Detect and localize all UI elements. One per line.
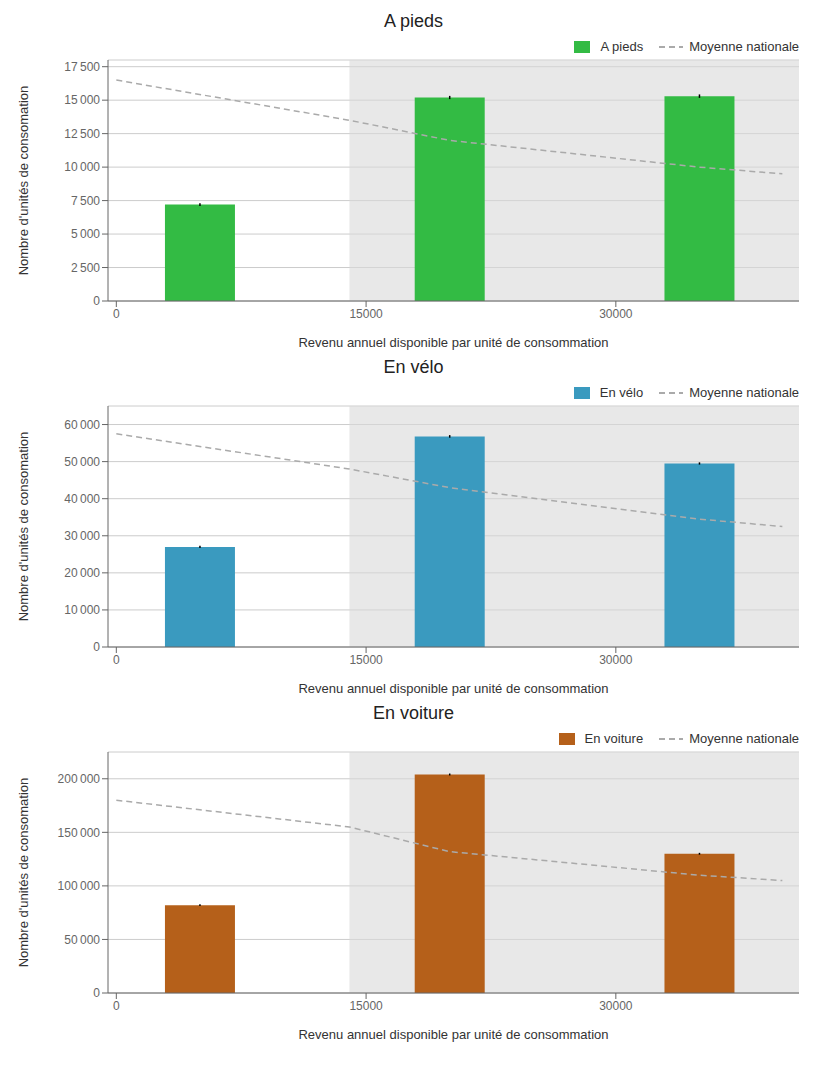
svg-text:30000: 30000 xyxy=(599,999,633,1013)
svg-text:15000: 15000 xyxy=(349,307,383,321)
html-text:A pieds: A pieds xyxy=(384,11,443,31)
svg-text:Nombre d'unités de consomation: Nombre d'unités de consomation xyxy=(16,432,31,622)
svg-text:17 500: 17 500 xyxy=(64,60,100,74)
svg-text:150 000: 150 000 xyxy=(58,826,101,840)
svg-text:5 000: 5 000 xyxy=(71,227,100,241)
svg-text:2 500: 2 500 xyxy=(71,261,100,275)
svg-text:30000: 30000 xyxy=(599,307,633,321)
svg-text:Revenu annuel disponible par u: Revenu annuel disponible par unité de co… xyxy=(298,1027,608,1042)
svg-text:15000: 15000 xyxy=(349,999,383,1013)
svg-text:20 000: 20 000 xyxy=(64,566,100,580)
svg-text:50 000: 50 000 xyxy=(64,933,100,947)
svg-text:0: 0 xyxy=(113,999,120,1013)
svg-text:Nombre d'unités de consomation: Nombre d'unités de consomation xyxy=(16,86,31,276)
svg-text:60 000: 60 000 xyxy=(64,418,100,432)
svg-text:Revenu annuel disponible par u: Revenu annuel disponible par unité de co… xyxy=(298,335,608,350)
svg-text:12 500: 12 500 xyxy=(64,127,100,141)
html-text:En voiture: En voiture xyxy=(584,731,644,746)
svg-text:7 500: 7 500 xyxy=(71,194,100,208)
html-text:A pieds: A pieds xyxy=(600,39,644,54)
svg-text:30000: 30000 xyxy=(599,653,633,667)
html-text:Moyenne nationale: Moyenne nationale xyxy=(689,385,799,400)
html-text:En vélo: En vélo xyxy=(383,357,444,377)
svg-text:Revenu annuel disponible par u: Revenu annuel disponible par unité de co… xyxy=(298,681,608,696)
svg-text:100 000: 100 000 xyxy=(58,879,101,893)
svg-text:0: 0 xyxy=(93,986,100,1000)
svg-text:15000: 15000 xyxy=(349,653,383,667)
svg-text:0: 0 xyxy=(113,653,120,667)
svg-text:10 000: 10 000 xyxy=(64,160,100,174)
svg-text:Nombre d'unités de consomation: Nombre d'unités de consomation xyxy=(16,778,31,968)
svg-text:0: 0 xyxy=(113,307,120,321)
html-text:Moyenne nationale: Moyenne nationale xyxy=(689,39,799,54)
svg-text:0: 0 xyxy=(93,640,100,654)
html-text:En vélo: En vélo xyxy=(599,385,644,400)
html-text:Moyenne nationale: Moyenne nationale xyxy=(689,731,799,746)
svg-text:200 000: 200 000 xyxy=(58,772,101,786)
html-text:En voiture: En voiture xyxy=(373,703,454,723)
svg-text:30 000: 30 000 xyxy=(64,529,100,543)
svg-text:0: 0 xyxy=(93,294,100,308)
svg-text:40 000: 40 000 xyxy=(64,492,100,506)
svg-text:50 000: 50 000 xyxy=(64,455,100,469)
svg-text:10 000: 10 000 xyxy=(64,603,100,617)
svg-text:15 000: 15 000 xyxy=(64,93,100,107)
